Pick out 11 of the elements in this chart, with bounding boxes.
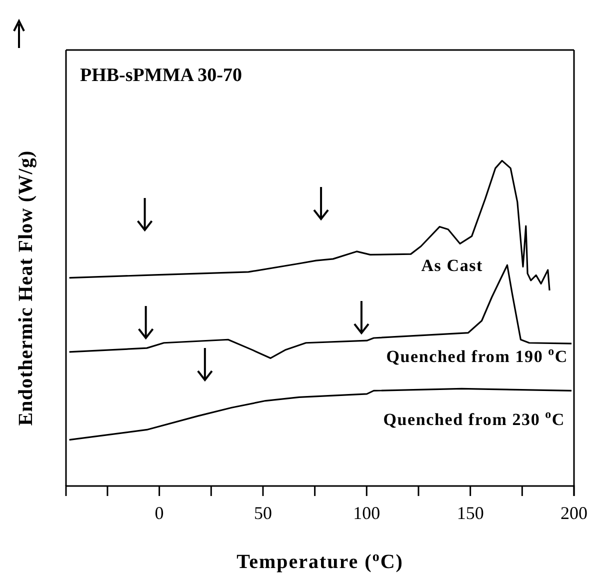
x-tick-label: 200 [560,502,588,523]
chart-title: PHB-sPMMA 30-70 [80,65,242,86]
x-tick-label: 50 [254,502,272,523]
series-label: As Cast [421,256,483,275]
series-label: Quenched from 190 $^{o}$C [386,344,568,366]
x-tick-label: 150 [456,502,484,523]
series-label: Quenched from 230 $^{o}$C [383,407,565,429]
y-axis-title: Endothermic Heat Flow (W/g) [15,150,37,426]
x-tick-label: 100 [353,502,380,523]
x-tick-label: 0 [154,502,164,523]
x-axis-title: Temperature ($^{o}$C) [236,550,404,573]
